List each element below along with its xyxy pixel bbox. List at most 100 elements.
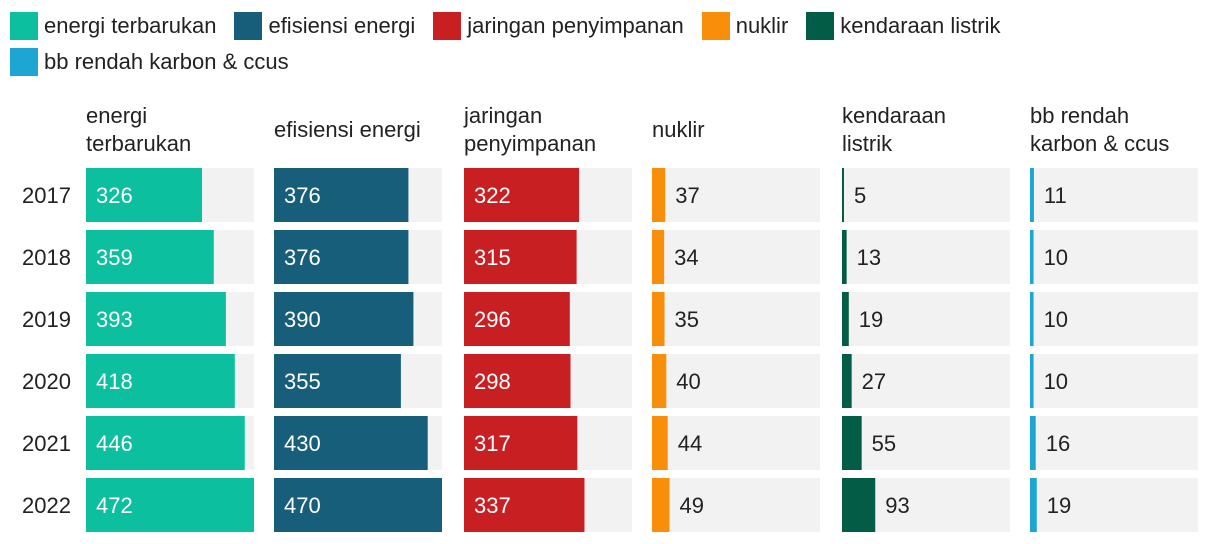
bar [652, 478, 670, 532]
bar [86, 416, 245, 470]
data-label: 49 [680, 493, 704, 518]
bar [842, 168, 844, 222]
data-label: 376 [284, 245, 321, 270]
bar [464, 416, 578, 470]
data-label: 418 [96, 369, 133, 394]
data-label: 472 [96, 493, 133, 518]
data-label: 16 [1046, 431, 1070, 456]
data-label: 296 [474, 307, 511, 332]
year-label: 2017 [22, 183, 71, 208]
bar [1030, 168, 1034, 222]
bar-background [842, 292, 1010, 346]
data-label: 5 [854, 183, 866, 208]
legend-swatch [701, 12, 730, 40]
bar [86, 354, 235, 408]
bar [652, 168, 666, 222]
legend-item: energi terbarukan [10, 8, 216, 44]
bar-background [652, 230, 820, 284]
legend-label: kendaraan listrik [840, 13, 1001, 38]
bar [842, 230, 847, 284]
data-label: 37 [675, 183, 699, 208]
data-label: 390 [284, 307, 321, 332]
bar [464, 168, 580, 222]
bar [842, 416, 862, 470]
column-title: kendaraan listrik [842, 103, 946, 156]
bar-background [1030, 416, 1198, 470]
data-label: 337 [474, 493, 511, 518]
data-label: 44 [678, 431, 702, 456]
bar [464, 292, 570, 346]
bar-background [652, 416, 820, 470]
bar [842, 354, 852, 408]
bar-background [1030, 354, 1198, 408]
bar [274, 292, 414, 346]
bar-background [652, 478, 820, 532]
data-label: 27 [862, 369, 886, 394]
bar-background [842, 230, 1010, 284]
bar [86, 478, 254, 532]
data-label: 93 [885, 493, 909, 518]
column-title: nuklir [652, 117, 705, 142]
data-label: 40 [676, 369, 700, 394]
data-label: 315 [474, 245, 511, 270]
bar [464, 354, 571, 408]
bar-background [652, 354, 820, 408]
bar-background [652, 292, 820, 346]
data-label: 298 [474, 369, 511, 394]
bar [1030, 416, 1036, 470]
bar [274, 354, 401, 408]
bar [1030, 478, 1037, 532]
data-label: 19 [1047, 493, 1071, 518]
data-label: 355 [284, 369, 321, 394]
data-label: 55 [872, 431, 896, 456]
bar-background [1030, 478, 1198, 532]
data-label: 317 [474, 431, 511, 456]
bar-background [1030, 292, 1198, 346]
bar [274, 478, 442, 532]
legend-label: energi terbarukan [44, 13, 217, 38]
bar-background [1030, 230, 1198, 284]
legend-item: kendaraan listrik [806, 8, 1000, 44]
data-label: 35 [675, 307, 699, 332]
bar [652, 230, 665, 284]
bar [842, 292, 849, 346]
data-label: 376 [284, 183, 321, 208]
bar [86, 230, 214, 284]
legend-item: bb rendah karbon & ccus [10, 44, 289, 80]
data-label: 13 [857, 245, 881, 270]
bar [464, 478, 585, 532]
data-label: 326 [96, 183, 133, 208]
data-label: 393 [96, 307, 133, 332]
data-label: 34 [674, 245, 698, 270]
legend-item: jaringan penyimpanan [433, 8, 684, 44]
legend-item: nuklir [701, 8, 788, 44]
data-label: 470 [284, 493, 321, 518]
bar [1030, 230, 1034, 284]
bar [86, 292, 226, 346]
legend-label: bb rendah karbon & ccus [44, 49, 289, 74]
data-label: 10 [1044, 369, 1068, 394]
bar [652, 292, 665, 346]
bar-background [842, 354, 1010, 408]
data-label: 19 [859, 307, 883, 332]
legend-label: jaringan penyimpanan [467, 13, 684, 38]
bar [652, 416, 668, 470]
bar [1030, 292, 1034, 346]
legend-swatch [10, 48, 38, 76]
legend-swatch [234, 12, 263, 40]
data-label: 10 [1044, 245, 1068, 270]
data-label: 322 [474, 183, 511, 208]
column-title: jaringan penyimpanan [464, 103, 597, 156]
legend: energi terbarukan efisiensi energi jaringa… [10, 8, 1210, 80]
legend-item: efisiensi energi [234, 8, 415, 44]
bar-background [842, 416, 1010, 470]
bar [274, 230, 409, 284]
bar-background [652, 168, 820, 222]
bar [842, 478, 876, 532]
data-label: 359 [96, 245, 133, 270]
legend-swatch [433, 12, 462, 40]
column-title: bb rendah karbon & ccus [1030, 103, 1170, 156]
data-label: 10 [1044, 307, 1068, 332]
legend-swatch [10, 12, 38, 40]
year-label: 2018 [22, 245, 71, 270]
